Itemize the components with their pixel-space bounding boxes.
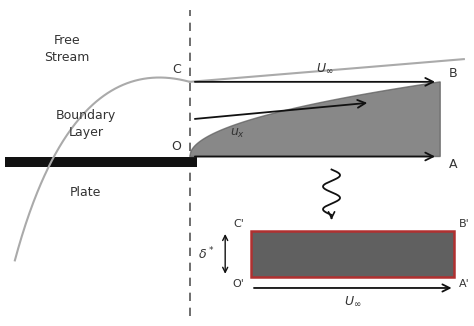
Bar [251,231,455,277]
Text: $\delta^*$: $\delta^*$ [199,245,215,262]
Bar [5,156,190,167]
Text: $U_{\infty}$: $U_{\infty}$ [316,62,333,75]
Text: Boundary
Layer: Boundary Layer [55,109,116,139]
Text: B': B' [459,218,470,229]
Text: O': O' [232,279,244,289]
Text: O: O [172,140,181,153]
Bar [190,156,197,167]
Text: Free
Stream: Free Stream [44,34,90,65]
Text: A': A' [459,279,470,289]
Text: A: A [449,158,457,171]
Text: C: C [173,63,181,76]
Text: B: B [449,67,457,80]
Polygon shape [190,82,440,156]
Text: Plate: Plate [70,186,101,199]
Text: C': C' [233,218,244,229]
Text: $u_x$: $u_x$ [230,127,245,140]
Text: $U_{\infty}$: $U_{\infty}$ [344,294,362,308]
